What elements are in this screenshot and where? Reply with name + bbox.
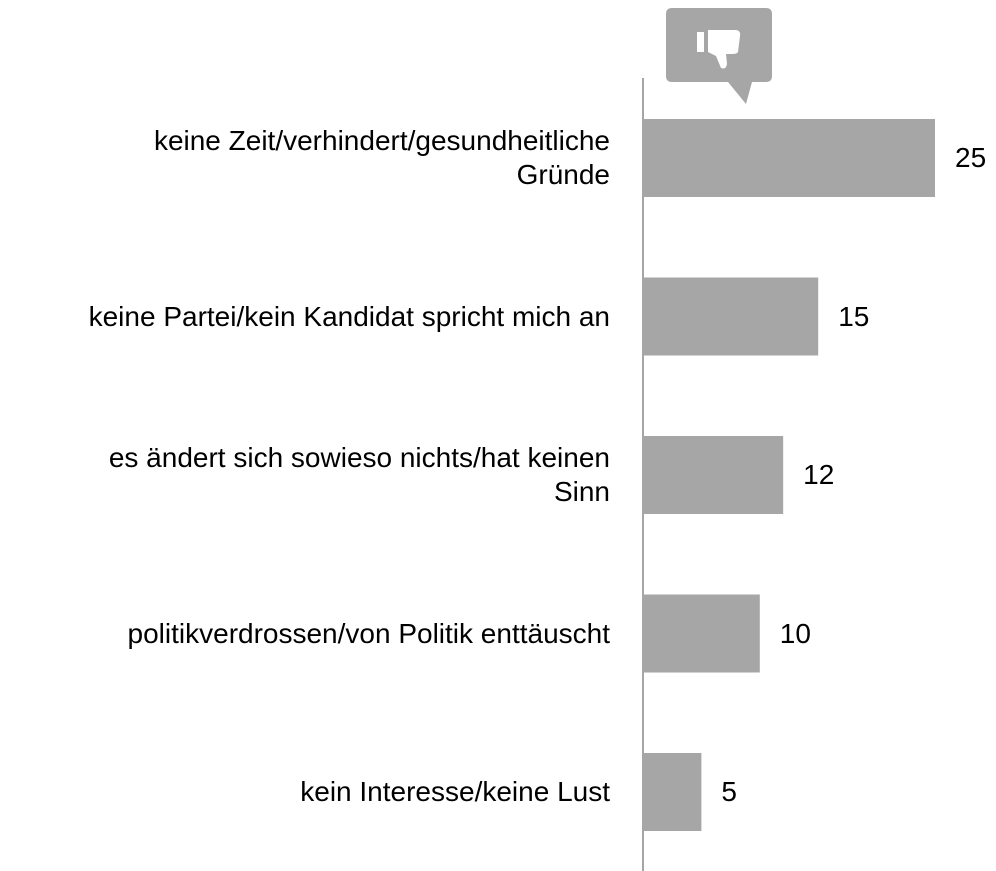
value-label: 10 <box>779 617 811 649</box>
value-label: 25 <box>955 142 987 173</box>
bar <box>644 277 819 356</box>
bar <box>644 119 935 197</box>
category-label: es ändert sich sowieso nichts/hat keinen… <box>108 442 610 507</box>
category-label: keine Zeit/verhindert/gesundheitliche Gr… <box>153 125 610 190</box>
category-label: kein Interesse/keine Lust <box>300 776 610 807</box>
value-label: 12 <box>803 459 835 490</box>
bar <box>644 594 760 673</box>
bar <box>644 753 702 831</box>
category-label: politikverdrossen/von Politik enttäuscht <box>127 617 610 649</box>
dislike-icon <box>666 8 772 104</box>
value-label: 5 <box>721 776 737 807</box>
category-label: keine Partei/kein Kandidat spricht mich … <box>88 300 610 332</box>
value-label: 15 <box>838 300 870 332</box>
bar <box>644 436 784 514</box>
